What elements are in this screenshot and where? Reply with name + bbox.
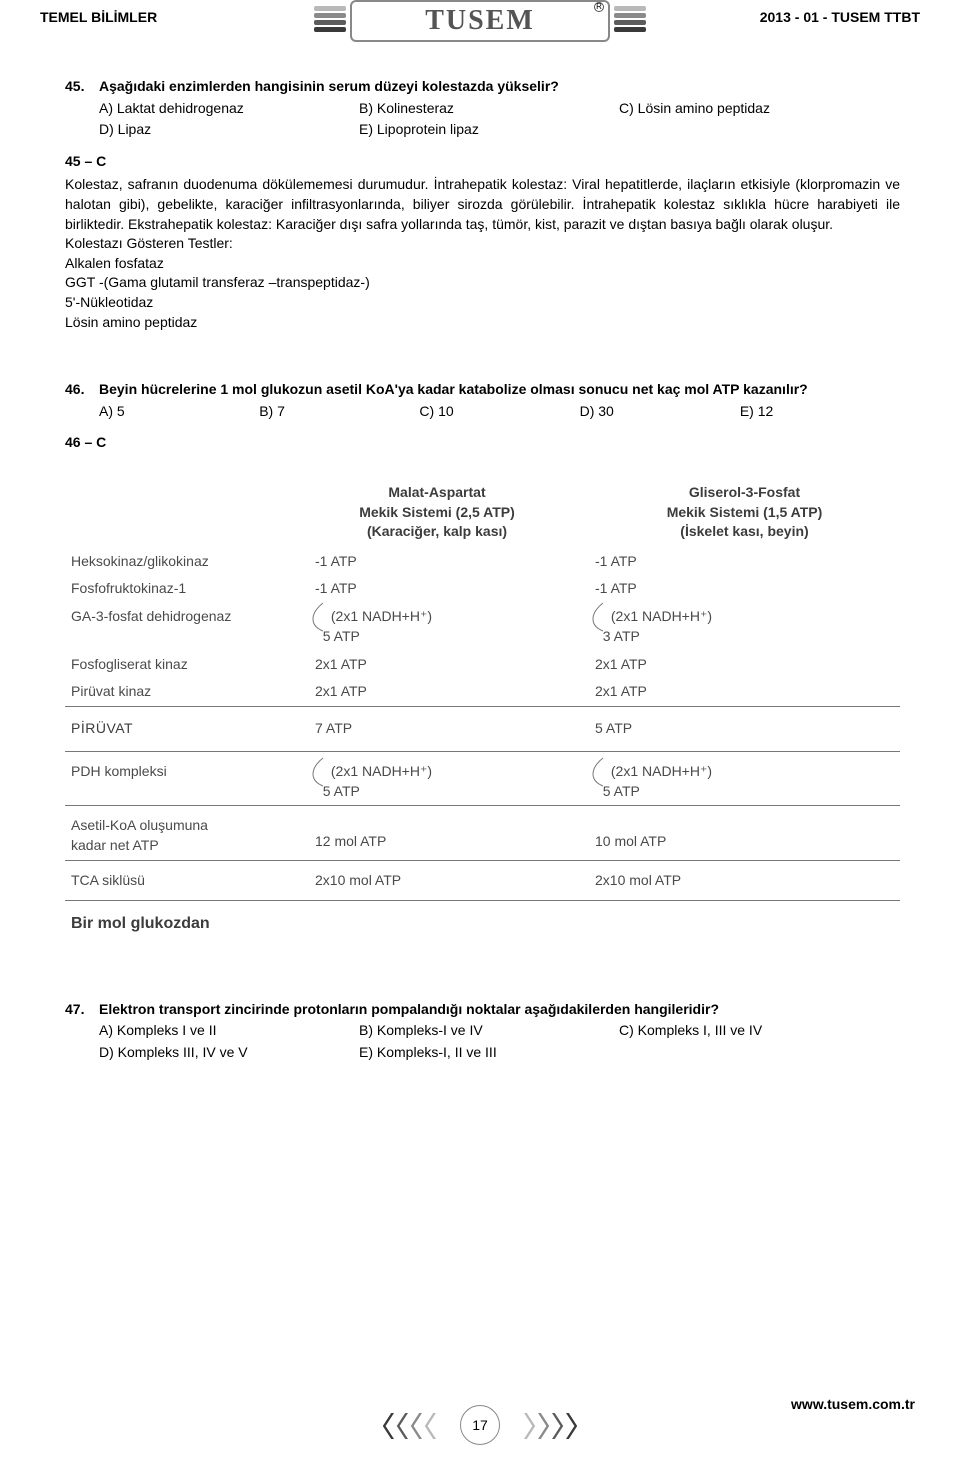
logo-bar: [314, 6, 346, 11]
options-row-1: A) Kompleks I ve II B) Kompleks-I ve IV …: [99, 1021, 900, 1041]
option-c: C) 10: [419, 402, 579, 422]
chevron-right-icon: [538, 1413, 552, 1439]
options-row-1: A) Laktat dehidrogenaz B) Kolinesteraz C…: [99, 99, 900, 119]
question-body: Elektron transport zincirinde protonları…: [99, 1000, 900, 1020]
logo-bar: [314, 13, 346, 18]
question-47: 47. Elektron transport zincirinde proton…: [65, 1000, 900, 1063]
curve-arrow-icon: [595, 762, 607, 782]
option-a: A) Laktat dehidrogenaz: [99, 99, 359, 119]
chevron-left-icon: [408, 1413, 422, 1439]
question-text: 46. Beyin hücrelerine 1 mol glukozun ase…: [65, 380, 900, 400]
answer-label: 45 – C: [65, 152, 900, 172]
option-b: B) 7: [259, 402, 419, 422]
logo-bar: [614, 6, 646, 11]
question-body: Beyin hücrelerine 1 mol glukozun asetil …: [99, 380, 900, 400]
table-row-piruvat: PİRÜVAT 7 ATP 5 ATP: [65, 707, 900, 751]
table-row: GA-3-fosfat dehidrogenaz (2x1 NADH+H⁺) 5…: [65, 603, 900, 651]
atp-yield-table: Malat-Aspartat Mekik Sistemi (2,5 ATP) (…: [65, 479, 900, 940]
option-e: E) 12: [740, 402, 900, 422]
question-46: 46. Beyin hücrelerine 1 mol glukozun ase…: [65, 380, 900, 939]
chevron-right-icon: [566, 1413, 580, 1439]
option-c: C) Kompleks I, III ve IV: [619, 1021, 900, 1041]
chevron-right-icon: [524, 1413, 538, 1439]
options-row-2: D) Lipaz E) Lipoprotein lipaz: [99, 120, 900, 140]
option-c: C) Lösin amino peptidaz: [619, 99, 900, 119]
option-b: B) Kolinesteraz: [359, 99, 619, 119]
logo-bars-left: [314, 4, 346, 38]
option-e: E) Lipoprotein lipaz: [359, 120, 619, 140]
logo-bar: [614, 27, 646, 32]
logo-text: TUSEM: [350, 0, 610, 42]
exp-line: Kolestazı Gösteren Testler:: [65, 234, 900, 254]
logo-bars-right: [614, 4, 646, 38]
table-row: Pirüvat kinaz 2x1 ATP 2x1 ATP: [65, 678, 900, 706]
option-a: A) 5: [99, 402, 259, 422]
exp-line: Alkalen fosfataz: [65, 254, 900, 274]
question-number: 47.: [65, 1000, 99, 1020]
chevron-left-icon: [422, 1413, 436, 1439]
page-number: 17: [460, 1405, 500, 1445]
option-d: D) Lipaz: [99, 120, 359, 140]
table-header-row: Malat-Aspartat Mekik Sistemi (2,5 ATP) (…: [65, 479, 900, 548]
curve-arrow-icon: [315, 762, 327, 782]
exp-line: GGT -(Gama glutamil transferaz –transpep…: [65, 273, 900, 293]
options-row-2: D) Kompleks III, IV ve V E) Kompleks-I, …: [99, 1043, 900, 1063]
options-row: A) 5 B) 7 C) 10 D) 30 E) 12: [99, 402, 900, 422]
col3-header: Gliserol-3-Fosfat Mekik Sistemi (1,5 ATP…: [565, 479, 900, 548]
registered-icon: R: [594, 2, 604, 12]
option-b: B) Kompleks-I ve IV: [359, 1021, 619, 1041]
question-45: 45. Aşağıdaki enzimlerden hangisinin ser…: [65, 77, 900, 332]
logo-bar: [314, 20, 346, 25]
page-content: 45. Aşağıdaki enzimlerden hangisinin ser…: [0, 77, 960, 1062]
chevron-left-icon: [394, 1413, 408, 1439]
exp-paragraph: Kolestaz, safranın duodenuma dökülememes…: [65, 175, 900, 234]
chevron-right-icon: [552, 1413, 566, 1439]
question-number: 45.: [65, 77, 99, 97]
logo-container: TUSEM R: [350, 0, 610, 42]
header-left-title: TEMEL BİLİMLER: [40, 8, 157, 28]
option-a: A) Kompleks I ve II: [99, 1021, 359, 1041]
page-footer: www.tusem.com.tr 17: [0, 1387, 960, 1447]
logo-bar: [614, 20, 646, 25]
table-row-tca: TCA siklüsü 2x10 mol ATP 2x10 mol ATP: [65, 861, 900, 901]
table-row-asetil: Asetil-KoA oluşumuna kadar net ATP 12 mo…: [65, 806, 900, 860]
table-row-pdh: PDH kompleksi (2x1 NADH+H⁺) 5 ATP (2x1 N…: [65, 752, 900, 806]
option-d: D) Kompleks III, IV ve V: [99, 1043, 359, 1063]
header-right-code: 2013 - 01 - TUSEM TTBT: [760, 8, 920, 28]
answer-label: 46 – C: [65, 433, 900, 453]
exp-line: 5'-Nükleotidaz: [65, 293, 900, 313]
question-number: 46.: [65, 380, 99, 400]
option-e: E) Kompleks-I, II ve III: [359, 1043, 619, 1063]
col2-header: Malat-Aspartat Mekik Sistemi (2,5 ATP) (…: [285, 479, 565, 548]
option-d: D) 30: [580, 402, 740, 422]
question-text: 47. Elektron transport zincirinde proton…: [65, 1000, 900, 1020]
question-text: 45. Aşağıdaki enzimlerden hangisinin ser…: [65, 77, 900, 97]
table-row: Fosfogliserat kinaz 2x1 ATP 2x1 ATP: [65, 651, 900, 679]
curve-arrow-icon: [595, 607, 607, 627]
question-body: Aşağıdaki enzimlerden hangisinin serum d…: [99, 77, 900, 97]
table-row: Heksokinaz/glikokinaz -1 ATP -1 ATP: [65, 548, 900, 576]
footer-url: www.tusem.com.tr: [791, 1395, 915, 1415]
chevron-left-icon: [380, 1413, 394, 1439]
curve-arrow-icon: [315, 607, 327, 627]
table-row: Fosfofruktokinaz-1 -1 ATP -1 ATP: [65, 575, 900, 603]
answer-explanation: Kolestaz, safranın duodenuma dökülememes…: [65, 175, 900, 332]
table-row-final: Bir mol glukozdan: [65, 901, 900, 939]
page-header: TEMEL BİLİMLER 2013 - 01 - TUSEM TTBT TU…: [0, 0, 960, 55]
exp-line: Lösin amino peptidaz: [65, 313, 900, 333]
logo-bar: [314, 27, 346, 32]
logo-bar: [614, 13, 646, 18]
